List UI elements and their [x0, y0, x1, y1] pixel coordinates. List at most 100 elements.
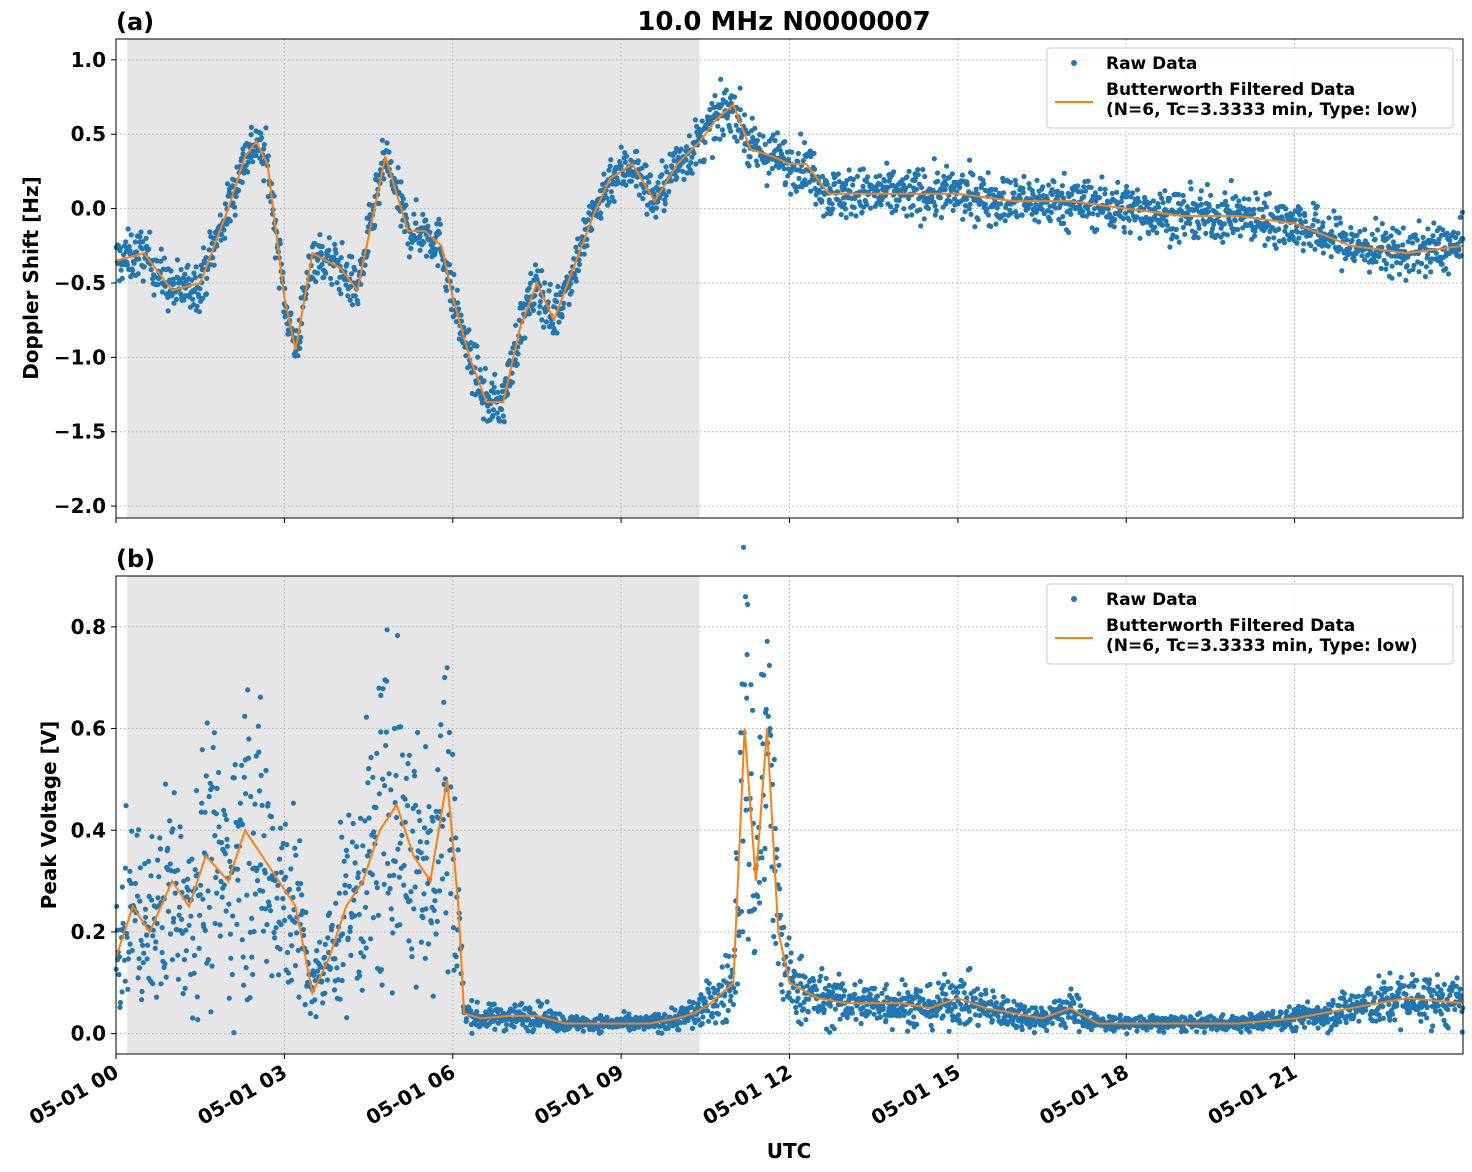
raw-data-point: [1130, 190, 1136, 196]
raw-data-point: [231, 1030, 237, 1036]
raw-data-point: [297, 345, 303, 351]
raw-data-point: [252, 891, 258, 897]
raw-data-point: [126, 244, 132, 250]
raw-data-point: [837, 1016, 843, 1022]
raw-data-point: [198, 882, 204, 888]
raw-data-point: [972, 995, 979, 1001]
raw-data-point: [398, 179, 404, 185]
raw-data-point: [771, 756, 777, 763]
raw-data-point: [268, 814, 274, 820]
raw-data-point: [1044, 1027, 1050, 1034]
raw-data-point: [394, 179, 400, 185]
raw-data-point: [407, 898, 413, 904]
raw-data-point: [436, 888, 443, 894]
raw-data-point: [984, 188, 990, 194]
raw-data-point: [280, 896, 286, 902]
raw-data-point: [1330, 1000, 1336, 1006]
raw-data-point: [598, 210, 604, 216]
raw-data-point: [1205, 209, 1211, 215]
raw-data-point: [897, 1013, 903, 1019]
raw-data-point: [314, 948, 320, 954]
raw-data-point: [466, 327, 472, 333]
raw-data-point: [715, 987, 721, 993]
raw-data-point: [391, 725, 398, 732]
raw-data-point: [181, 297, 187, 303]
raw-data-point: [436, 230, 442, 236]
raw-data-point: [411, 768, 417, 774]
raw-data-point: [1416, 218, 1422, 224]
raw-data-point: [800, 1006, 807, 1012]
raw-data-point: [1297, 206, 1303, 212]
raw-data-point: [281, 905, 287, 911]
raw-data-point: [902, 982, 908, 988]
raw-data-point: [261, 833, 267, 839]
raw-data-point: [899, 977, 905, 983]
raw-data-point: [546, 288, 552, 294]
raw-data-point: [469, 1030, 475, 1036]
raw-data-point: [1420, 234, 1426, 240]
raw-data-point: [786, 990, 792, 996]
raw-data-point: [993, 221, 999, 227]
raw-data-point: [1088, 184, 1094, 191]
raw-data-point: [553, 1011, 559, 1017]
raw-data-point: [536, 310, 542, 316]
raw-data-point: [321, 274, 327, 280]
raw-data-point: [327, 965, 334, 971]
raw-data-point: [1436, 236, 1442, 242]
raw-data-point: [850, 182, 856, 188]
raw-data-point: [853, 213, 859, 219]
raw-data-point: [162, 781, 169, 787]
raw-data-point: [119, 884, 125, 890]
raw-data-point: [1167, 244, 1173, 250]
raw-data-point: [388, 906, 394, 912]
raw-data-point: [277, 825, 284, 831]
raw-data-point: [389, 990, 395, 996]
raw-data-point: [141, 264, 147, 270]
raw-data-point: [406, 752, 412, 758]
raw-data-point: [169, 957, 175, 963]
raw-data-point: [1031, 1029, 1037, 1036]
raw-data-point: [216, 824, 222, 830]
raw-data-point: [1066, 229, 1072, 236]
raw-data-point: [532, 262, 539, 268]
raw-data-point: [256, 788, 263, 794]
raw-data-point: [1289, 229, 1295, 235]
raw-data-point: [853, 1016, 859, 1022]
raw-data-point: [240, 954, 246, 960]
raw-data-point: [1278, 1010, 1284, 1017]
raw-data-point: [1156, 204, 1162, 210]
raw-data-point: [1388, 233, 1394, 239]
raw-data-point: [179, 916, 185, 923]
raw-data-point: [684, 1009, 690, 1015]
raw-data-point: [241, 982, 247, 988]
raw-data-point: [1005, 998, 1011, 1004]
raw-data-point: [336, 937, 342, 943]
raw-data-point: [193, 788, 200, 794]
raw-data-point: [434, 918, 440, 925]
raw-data-point: [202, 927, 208, 934]
raw-data-point: [454, 287, 460, 293]
raw-data-point: [784, 942, 790, 948]
raw-data-point: [1000, 994, 1006, 1000]
raw-data-point: [744, 695, 750, 701]
raw-data-point: [1260, 214, 1266, 220]
raw-data-point: [427, 828, 433, 834]
raw-data-point: [395, 165, 401, 171]
raw-data-point: [522, 1005, 529, 1011]
raw-data-point: [253, 753, 259, 759]
raw-data-point: [1114, 189, 1120, 195]
raw-data-point: [1281, 240, 1288, 246]
raw-data-point: [1195, 235, 1201, 241]
raw-data-point: [292, 963, 299, 969]
raw-data-point: [128, 880, 134, 887]
raw-data-point: [1206, 204, 1212, 210]
raw-data-point: [819, 966, 825, 972]
raw-data-point: [1160, 200, 1166, 206]
raw-data-point: [399, 832, 405, 839]
raw-data-point: [171, 300, 177, 306]
raw-data-point: [944, 163, 950, 169]
raw-data-point: [375, 912, 381, 918]
raw-data-point: [702, 139, 708, 145]
raw-data-point: [298, 881, 304, 887]
raw-data-point: [1339, 268, 1345, 274]
